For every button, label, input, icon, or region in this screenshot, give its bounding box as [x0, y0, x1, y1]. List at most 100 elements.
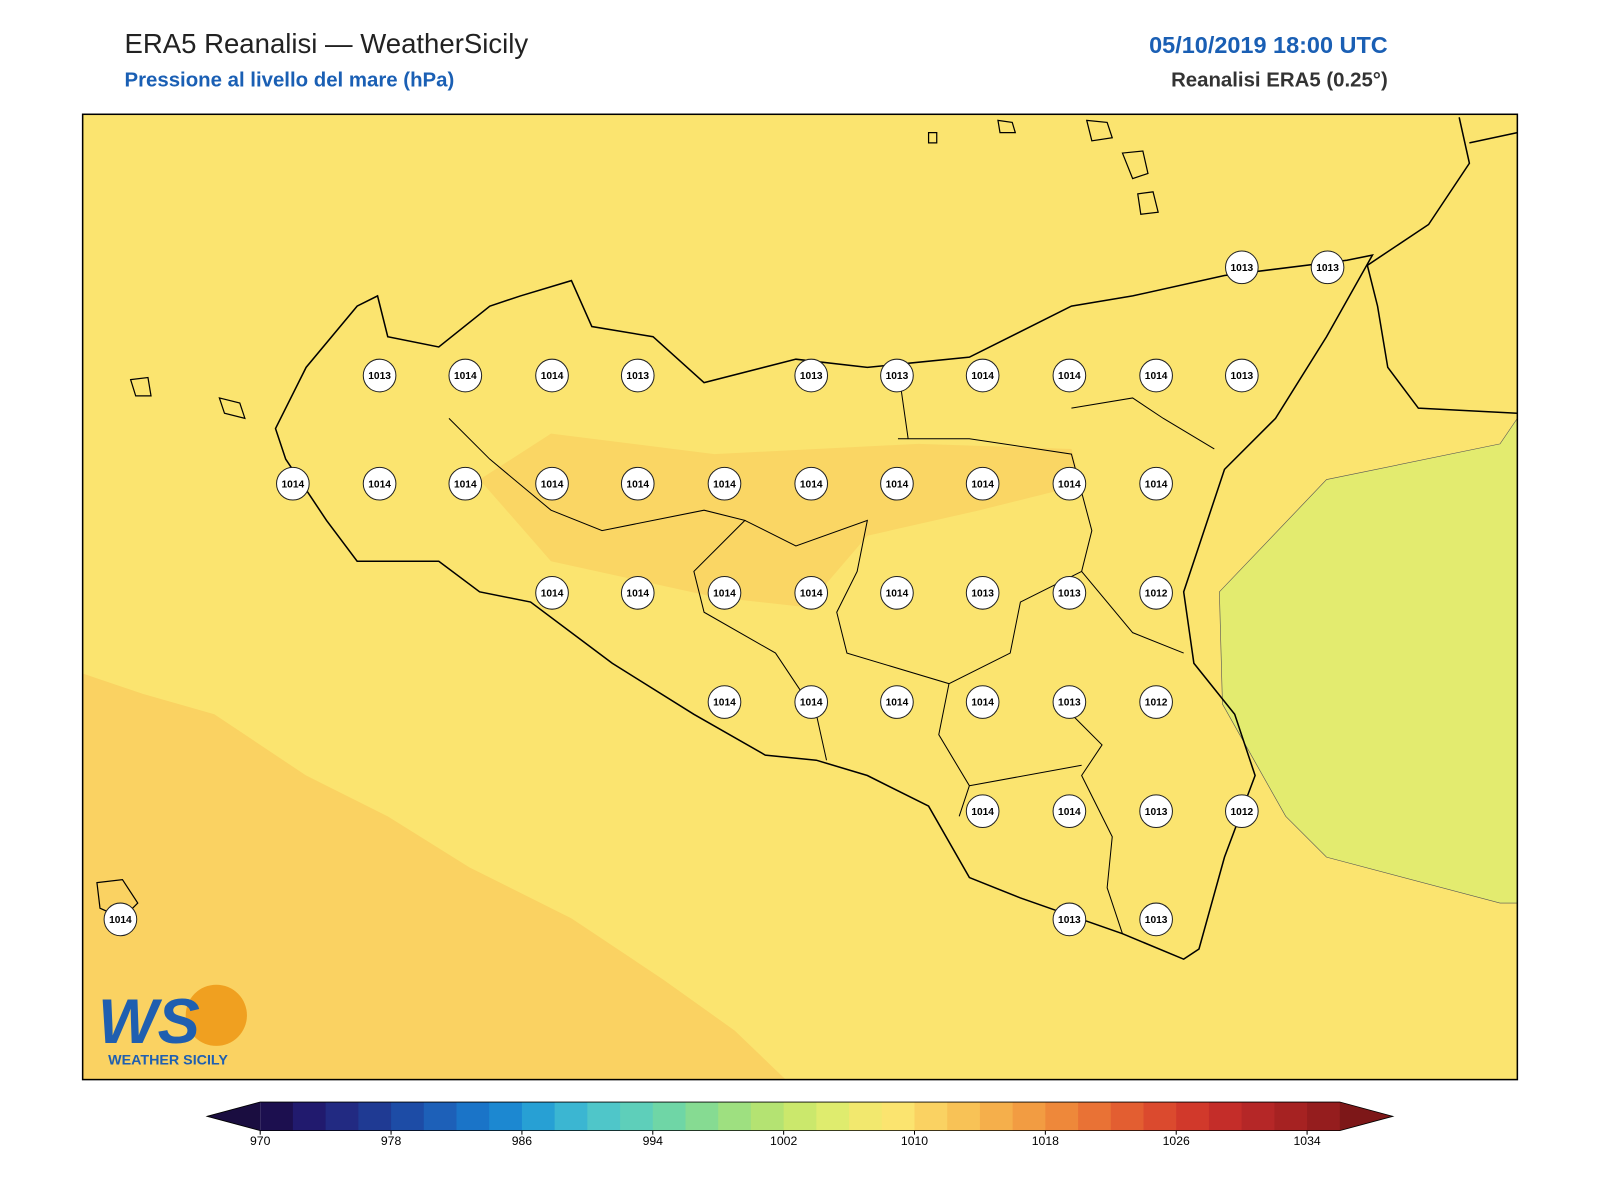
station-marker [965, 576, 1000, 610]
colorbar-bin [489, 1102, 523, 1131]
station-value: 1014 [1145, 479, 1168, 490]
station-value: 1013 [1058, 915, 1081, 926]
colorbar-tick-label: 978 [381, 1134, 402, 1148]
station-value: 1014 [626, 479, 649, 490]
colorbar-bin [1307, 1102, 1341, 1131]
station-marker [880, 685, 914, 719]
station-value: 1014 [1145, 371, 1168, 382]
map [82, 114, 1518, 1080]
station-marker [1225, 358, 1259, 393]
colorbar-bin [1078, 1102, 1112, 1131]
logo: WS WEATHER SICILY [98, 984, 247, 1068]
colorbar-bin [652, 1102, 687, 1131]
colorbar-bin [260, 1102, 294, 1131]
station-marker [880, 576, 914, 610]
station-value: 1014 [713, 589, 736, 600]
station-marker [535, 466, 569, 501]
station-value: 1014 [886, 698, 909, 709]
colorbar-bin [979, 1102, 1014, 1131]
field-1016 [82, 673, 786, 1080]
station-marker [1052, 794, 1087, 829]
station-value: 1014 [1058, 371, 1081, 382]
station-marker [1139, 466, 1173, 501]
colorbar-bin [521, 1102, 556, 1131]
colorbar: 970 978 986 994 1002 1010 1018 1026 1034 [205, 1101, 1395, 1148]
colorbar-bin [816, 1102, 850, 1131]
station-value: 1014 [1058, 479, 1081, 490]
station-marker [448, 358, 483, 393]
station-marker [535, 358, 569, 393]
station-marker [965, 466, 1000, 501]
station-marker [1225, 250, 1259, 285]
station-value: 1014 [713, 698, 736, 709]
colorbar-bin [423, 1102, 458, 1131]
station-marker [620, 576, 655, 610]
colorbar-bin [620, 1102, 654, 1131]
station-marker [620, 466, 655, 501]
station-marker [362, 358, 397, 393]
station-value: 1014 [282, 479, 305, 490]
station-marker [1139, 794, 1173, 829]
station-value: 1013 [1145, 915, 1168, 926]
station-marker [362, 466, 397, 501]
station-marker [1139, 902, 1173, 937]
colorbar-bin [718, 1102, 752, 1131]
station-value: 1014 [626, 589, 649, 600]
colorbar-bin [947, 1102, 981, 1131]
station-value: 1014 [368, 479, 391, 490]
colorbar-bin [1143, 1102, 1177, 1131]
field-1012 [1219, 417, 1518, 904]
colorbar-tick-label: 1026 [1163, 1134, 1190, 1148]
colorbar-bin [881, 1102, 916, 1131]
map-frame [81, 113, 1519, 1081]
colorbar-tick-label: 1010 [901, 1134, 928, 1148]
colorbar-extend-high [1339, 1102, 1393, 1131]
station-marker [965, 794, 1000, 829]
colorbar-tick-label: 1002 [770, 1134, 797, 1148]
station-marker [1310, 250, 1345, 285]
station-value: 1013 [1316, 263, 1339, 274]
station-value: 1013 [1145, 807, 1168, 818]
station-marker [103, 902, 138, 937]
colorbar-bin [1274, 1102, 1308, 1131]
station-value: 1014 [541, 589, 564, 600]
station-value: 1013 [971, 589, 994, 600]
station-marker [1052, 576, 1087, 610]
station-marker [880, 358, 914, 393]
station-value: 1014 [800, 479, 823, 490]
station-marker [535, 576, 569, 610]
station-value: 1013 [1231, 371, 1254, 382]
colorbar-tick-label: 994 [643, 1134, 664, 1148]
colorbar-tick-label: 986 [512, 1134, 533, 1148]
colorbar-bin [1241, 1102, 1275, 1131]
station-marker [276, 466, 310, 501]
logo-mark: WS [98, 987, 200, 1057]
colorbar-bin [325, 1102, 359, 1131]
station-marker [794, 576, 829, 610]
station-value: 1014 [971, 698, 994, 709]
station-value: 1014 [1058, 807, 1081, 818]
colorbar-bin [456, 1102, 490, 1131]
station-marker [620, 358, 655, 393]
station-value: 1013 [626, 371, 649, 382]
colorbar-tick-label: 1034 [1293, 1134, 1320, 1148]
colorbar-tick-label: 1018 [1032, 1134, 1059, 1148]
station-marker [1139, 576, 1173, 610]
station-marker [794, 466, 829, 501]
colorbar-tick-label: 970 [250, 1134, 271, 1148]
station-value: 1014 [800, 589, 823, 600]
colorbar-bin [391, 1102, 425, 1131]
station-value: 1013 [886, 371, 909, 382]
colorbar-bin [849, 1102, 883, 1131]
station-marker [1139, 685, 1173, 719]
station-value: 1014 [109, 915, 132, 926]
station-value: 1013 [368, 371, 391, 382]
station-value: 1014 [454, 371, 477, 382]
station-marker [794, 685, 829, 719]
station-value: 1014 [800, 698, 823, 709]
station-marker [707, 466, 742, 501]
station-value: 1014 [971, 807, 994, 818]
date: 05/10/2019 18:00 UTC [1149, 32, 1388, 58]
station-value: 1014 [713, 479, 736, 490]
